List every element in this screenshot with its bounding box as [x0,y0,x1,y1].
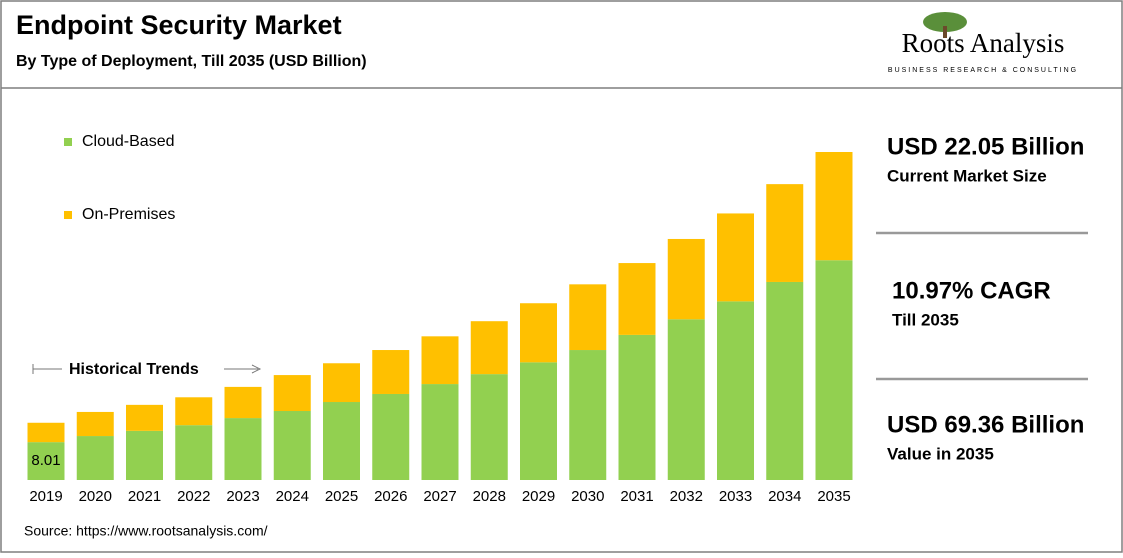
legend-swatch [64,211,72,219]
x-tick-label: 2027 [423,488,456,505]
x-tick-label: 2034 [768,488,801,505]
bar-segment [618,334,656,480]
legend-label: On-Premises [82,206,175,223]
title: Endpoint Security Market [16,10,342,40]
bar-segment [126,404,163,431]
x-tick-label: 2020 [79,488,112,505]
x-tick-label: 2025 [325,488,358,505]
highlight-label: Till 2035 [892,310,959,329]
bar-segment [569,350,607,480]
bar-segment [569,284,607,351]
source: Source: https://www.rootsanalysis.com/ [24,523,268,539]
x-tick-label: 2033 [719,488,752,505]
x-tick-label: 2023 [226,488,259,505]
legend-swatch [64,138,72,146]
bar-segment [323,402,360,480]
bar-segment [717,301,754,480]
bar-segment [470,321,508,375]
logo-icon [923,12,967,38]
subtitle: By Type of Deployment, Till 2035 (USD Bi… [16,53,367,70]
highlight-value: USD 22.05 Billion [887,133,1084,160]
x-tick-label: 2031 [620,488,653,505]
bar-segment [27,422,65,443]
highlight-value: 10.97% CAGR [892,277,1051,304]
bar-segment [372,350,410,394]
x-tick-label: 2035 [817,488,850,505]
bar-segment [273,410,311,480]
x-tick-label: 2029 [522,488,555,505]
bar-segment [224,418,262,480]
bar-segment [815,260,853,480]
bar-segment [667,238,705,320]
bar-segment [273,375,311,411]
x-tick-label: 2019 [29,488,62,505]
annotation-arrow [251,364,262,374]
bar-segment [76,411,114,437]
bar-segment [372,393,410,480]
logo-name: Roots Analysis [902,28,1065,58]
bar-segment [520,303,557,363]
bar-segment [27,442,65,480]
bar-segment [766,281,804,480]
bar-segment [126,430,163,480]
highlight-value: USD 69.36 Billion [887,411,1084,438]
bar-segment [520,362,557,480]
data-label: 8.01 [31,452,60,469]
bar-segment [421,384,459,480]
x-tick-label: 2024 [276,488,309,505]
bar-segment [175,425,213,480]
annotation: Historical Trends [69,361,199,378]
bar-segment [76,436,114,480]
x-tick-label: 2032 [670,488,703,505]
highlight-label: Current Market Size [887,166,1047,185]
bar-segment [470,374,508,480]
bar-segment [667,319,705,480]
bar-segment [323,363,360,403]
x-tick-label: 2030 [571,488,604,505]
annotation-bg [62,358,224,380]
bar-segment [618,263,656,335]
logo-tagline: BUSINESS RESEARCH & CONSULTING [888,67,1078,74]
x-tick-label: 2026 [374,488,407,505]
bar-segment [175,397,213,426]
legend-label: Cloud-Based [82,133,175,150]
bar-segment [421,336,459,385]
bar-segment [766,184,804,282]
bar-segment [224,386,262,419]
highlight-label: Value in 2035 [887,444,994,463]
x-tick-label: 2022 [177,488,210,505]
bar-segment [815,152,853,261]
x-tick-label: 2028 [473,488,506,505]
x-tick-label: 2021 [128,488,161,505]
bar-segment [717,213,754,302]
